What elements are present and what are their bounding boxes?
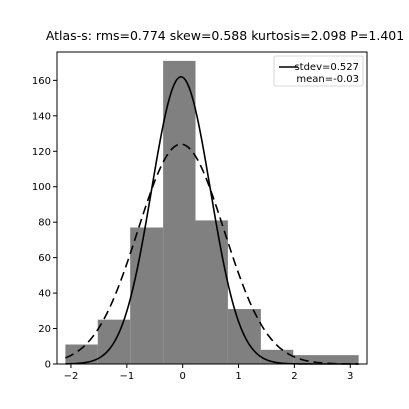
fit-curve-dashed <box>65 143 359 365</box>
legend-box <box>273 55 364 87</box>
x-tick-label-0: −2 <box>64 371 79 382</box>
x-tick-label-3: 1 <box>235 371 241 382</box>
y-tick-label-3: 60 <box>38 253 51 264</box>
legend-label-mean: mean=-0.03 <box>296 74 359 85</box>
x-tick-label-2: 0 <box>179 371 185 382</box>
histogram-bar-7 <box>293 355 359 364</box>
y-tick-label-1: 20 <box>38 324 51 335</box>
plot-frame <box>56 51 368 365</box>
x-axis: −2 −1 0 1 2 3 <box>64 364 353 382</box>
chart-title: Atlas-s: rms=0.774 skew=0.588 kurtosis=2… <box>46 28 404 43</box>
x-tick-label-4: 2 <box>291 371 297 382</box>
y-tick-label-7: 140 <box>32 111 51 122</box>
legend: stdev=0.527 mean=-0.03 <box>273 55 364 87</box>
histogram-bar-4 <box>195 220 228 364</box>
y-tick-label-8: 160 <box>32 76 51 87</box>
y-tick-label-2: 40 <box>38 289 51 300</box>
y-tick-label-6: 120 <box>32 147 51 158</box>
y-axis: 0 20 40 60 80 100 120 140 160 <box>32 76 57 371</box>
histogram-bar-2 <box>130 227 164 364</box>
histogram-bar-0 <box>65 344 98 364</box>
legend-label-stdev: stdev=0.527 <box>294 62 359 73</box>
y-tick-label-5: 100 <box>32 182 51 193</box>
y-tick-label-0: 0 <box>45 360 51 371</box>
y-tick-label-4: 80 <box>38 218 51 229</box>
x-tick-label-5: 3 <box>347 371 353 382</box>
histogram-bars <box>65 60 359 364</box>
histogram-bar-3 <box>163 60 196 364</box>
x-tick-label-1: −1 <box>119 371 134 382</box>
